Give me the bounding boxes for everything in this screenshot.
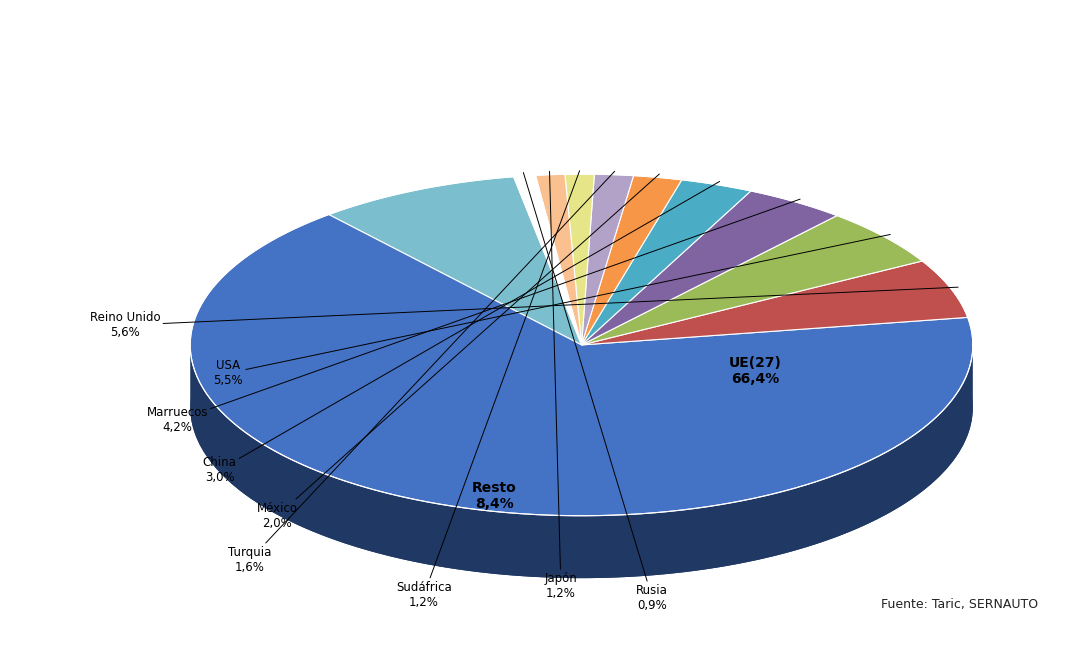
Text: Japón
1,2%: Japón 1,2% — [545, 171, 577, 600]
Text: USA
5,5%: USA 5,5% — [213, 235, 890, 387]
Polygon shape — [536, 174, 582, 345]
Text: Resto
8,4%: Resto 8,4% — [472, 481, 517, 511]
Polygon shape — [582, 191, 837, 345]
Text: Rusia
0,9%: Rusia 0,9% — [523, 173, 669, 612]
Ellipse shape — [190, 237, 973, 578]
Polygon shape — [582, 261, 967, 345]
Text: Marruecos
4,2%: Marruecos 4,2% — [147, 199, 800, 434]
Text: Turquia
1,6%: Turquia 1,6% — [228, 171, 614, 574]
Text: Fuente: Taric, SERNAUTO: Fuente: Taric, SERNAUTO — [880, 598, 1038, 611]
Polygon shape — [582, 180, 751, 345]
Polygon shape — [190, 346, 973, 578]
Text: UE(27)
66,4%: UE(27) 66,4% — [729, 356, 782, 386]
Text: México
2,0%: México 2,0% — [257, 174, 660, 530]
Polygon shape — [582, 215, 923, 345]
Text: Sudáfrica
1,2%: Sudáfrica 1,2% — [396, 171, 579, 608]
Polygon shape — [582, 174, 634, 345]
Polygon shape — [190, 215, 973, 516]
Polygon shape — [582, 175, 682, 345]
Text: China
3,0%: China 3,0% — [202, 181, 720, 484]
Polygon shape — [513, 175, 582, 345]
Polygon shape — [328, 177, 582, 345]
Polygon shape — [565, 174, 595, 345]
Text: Reino Unido
5,6%: Reino Unido 5,6% — [90, 287, 958, 339]
